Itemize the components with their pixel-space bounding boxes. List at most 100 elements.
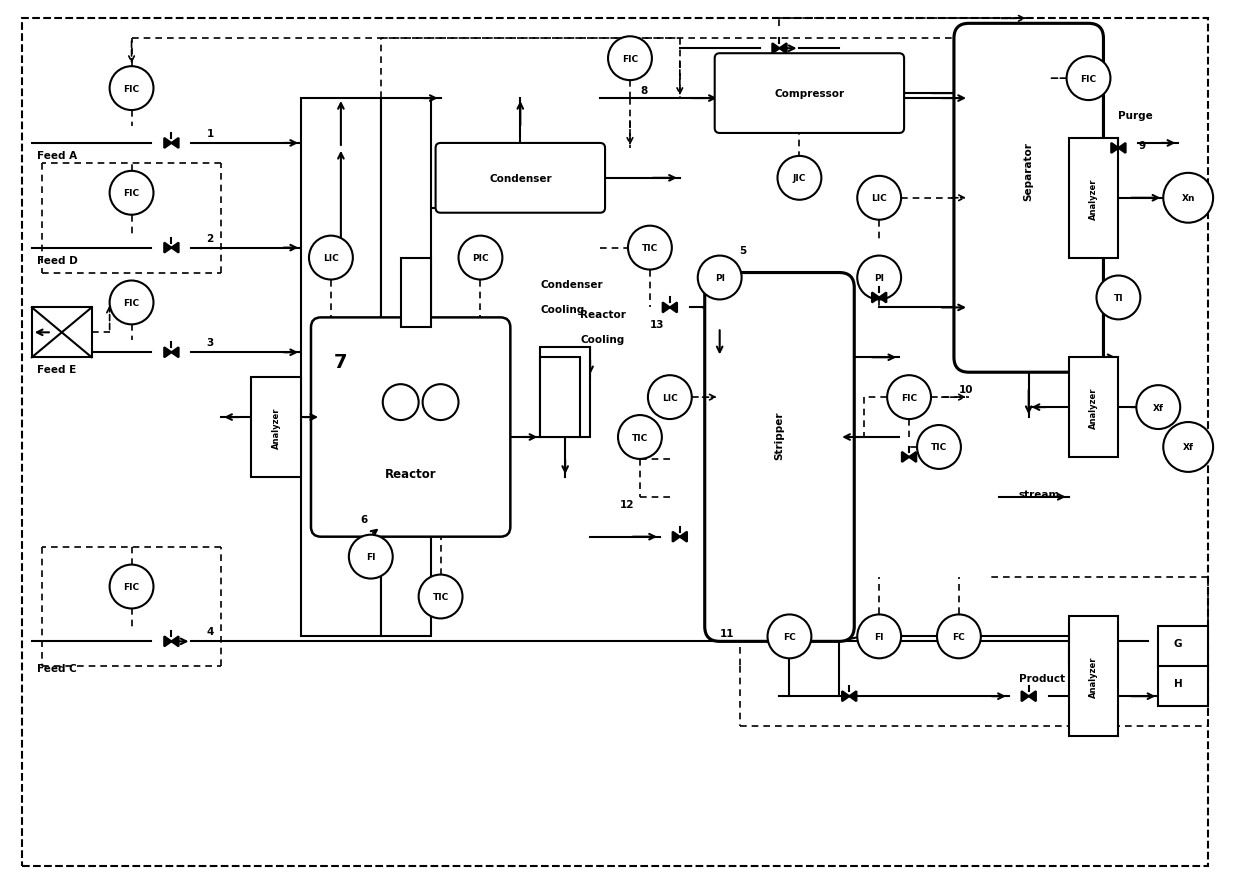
Text: Reactor: Reactor: [580, 310, 626, 320]
Text: Compressor: Compressor: [774, 89, 844, 99]
Polygon shape: [672, 532, 680, 542]
Text: Analyzer: Analyzer: [1089, 387, 1097, 428]
Text: Feed E: Feed E: [37, 365, 76, 374]
Text: Analyzer: Analyzer: [1089, 656, 1097, 697]
Text: H: H: [1174, 679, 1183, 688]
Circle shape: [1163, 174, 1213, 224]
Text: Xf: Xf: [1153, 403, 1164, 412]
Text: Separator: Separator: [1024, 142, 1034, 201]
Circle shape: [1163, 423, 1213, 473]
Text: LIC: LIC: [872, 194, 887, 203]
Polygon shape: [901, 453, 909, 462]
Polygon shape: [909, 453, 916, 462]
Circle shape: [857, 256, 901, 300]
Bar: [541, 358, 580, 438]
Circle shape: [649, 375, 692, 419]
Polygon shape: [1118, 144, 1126, 153]
Text: Reactor: Reactor: [384, 467, 436, 481]
Text: 12: 12: [620, 499, 635, 510]
Circle shape: [768, 615, 811, 659]
Circle shape: [1136, 386, 1180, 430]
Text: FIC: FIC: [1080, 75, 1096, 83]
Text: Cooling: Cooling: [580, 335, 625, 345]
Text: Xn: Xn: [1182, 194, 1195, 203]
Text: Purge: Purge: [1118, 111, 1153, 121]
Text: G: G: [1174, 638, 1183, 649]
Circle shape: [918, 425, 961, 469]
Bar: [1069, 617, 1118, 736]
Circle shape: [627, 226, 672, 270]
Text: Feed A: Feed A: [37, 151, 77, 160]
Circle shape: [309, 237, 353, 280]
Text: FIC: FIC: [124, 189, 140, 198]
Circle shape: [109, 68, 154, 111]
Text: FIC: FIC: [901, 393, 918, 403]
Polygon shape: [662, 303, 670, 313]
Bar: [1069, 358, 1118, 458]
Bar: [301, 99, 381, 637]
Circle shape: [887, 375, 931, 419]
Text: TIC: TIC: [632, 433, 649, 442]
FancyBboxPatch shape: [714, 54, 904, 134]
Text: PI: PI: [874, 274, 884, 282]
Polygon shape: [171, 243, 179, 253]
Text: 13: 13: [650, 320, 665, 330]
Bar: [252, 378, 301, 477]
Circle shape: [937, 615, 981, 659]
Polygon shape: [1111, 144, 1118, 153]
Polygon shape: [171, 637, 179, 646]
Circle shape: [383, 385, 419, 421]
Circle shape: [109, 565, 154, 609]
Circle shape: [698, 256, 742, 300]
Circle shape: [459, 237, 502, 280]
Text: 4: 4: [206, 627, 213, 637]
Text: Condenser: Condenser: [541, 280, 603, 290]
Text: LIC: LIC: [662, 393, 678, 403]
Polygon shape: [164, 139, 171, 149]
Circle shape: [423, 385, 459, 421]
Text: Feed C: Feed C: [37, 664, 77, 674]
Text: 6: 6: [361, 514, 368, 524]
Text: FC: FC: [784, 632, 796, 641]
Bar: [541, 348, 590, 438]
Bar: [401, 259, 430, 328]
Text: Condenser: Condenser: [489, 174, 552, 183]
Text: FI: FI: [366, 553, 376, 561]
Text: Stripper: Stripper: [775, 411, 785, 460]
Polygon shape: [164, 348, 171, 358]
Circle shape: [109, 282, 154, 325]
Text: 3: 3: [206, 338, 213, 348]
Text: 5: 5: [739, 246, 746, 255]
Circle shape: [419, 575, 463, 618]
Circle shape: [1066, 57, 1111, 101]
Text: LIC: LIC: [324, 253, 339, 263]
Text: FIC: FIC: [124, 84, 140, 94]
Bar: [381, 99, 430, 637]
Polygon shape: [670, 303, 677, 313]
Polygon shape: [164, 637, 171, 646]
Text: PI: PI: [714, 274, 724, 282]
Circle shape: [1096, 276, 1141, 320]
Text: JIC: JIC: [792, 175, 806, 183]
Text: stream: stream: [1019, 489, 1060, 499]
Text: Cooling: Cooling: [541, 305, 584, 315]
Circle shape: [109, 172, 154, 216]
Text: PIC: PIC: [472, 253, 489, 263]
Polygon shape: [164, 243, 171, 253]
Polygon shape: [842, 691, 849, 702]
FancyBboxPatch shape: [704, 274, 854, 642]
Text: TIC: TIC: [642, 244, 658, 253]
Polygon shape: [171, 139, 179, 149]
Text: TIC: TIC: [931, 443, 947, 452]
Text: 7: 7: [334, 353, 347, 372]
Polygon shape: [171, 348, 179, 358]
Text: 2: 2: [206, 233, 213, 243]
Circle shape: [857, 615, 901, 659]
Text: 9: 9: [1138, 141, 1146, 151]
Polygon shape: [1029, 691, 1035, 702]
Polygon shape: [780, 44, 786, 54]
Polygon shape: [1022, 691, 1029, 702]
Polygon shape: [680, 532, 687, 542]
FancyBboxPatch shape: [954, 25, 1104, 373]
Polygon shape: [773, 44, 780, 54]
